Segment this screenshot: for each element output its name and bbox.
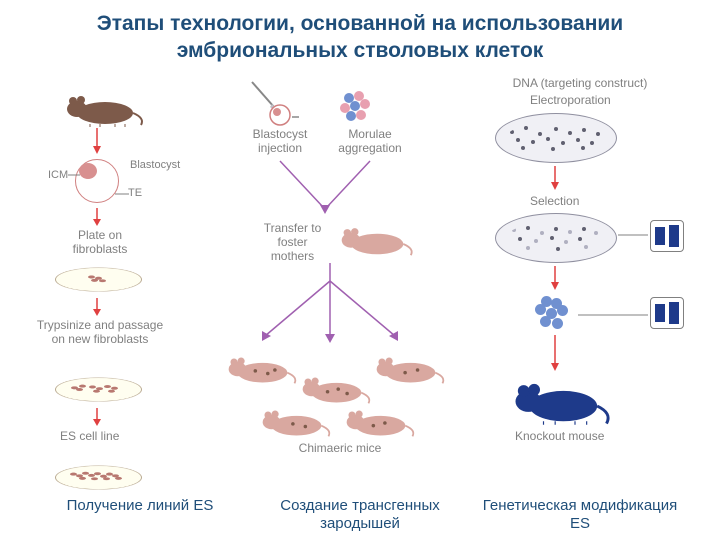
page-title: Этапы технологии, основанной на использо… <box>0 0 720 71</box>
chimaeric-mouse-3 <box>366 346 446 391</box>
knockout-mouse-label: Knockout mouse <box>515 429 604 443</box>
electro-dish-2 <box>495 213 617 263</box>
caption-column-2: Создание трансгенных зародышей <box>260 497 460 533</box>
electroporation-label: Electroporation <box>530 93 611 107</box>
selected-cluster <box>535 294 575 330</box>
arrow-red-3b <box>548 264 562 292</box>
blastocyst-label: Blastocyst <box>130 159 180 171</box>
blastocyst-diagram <box>75 159 119 203</box>
pipette-icon <box>244 79 299 132</box>
chimaeric-mouse-1 <box>218 346 298 391</box>
arrow-purple-merge <box>275 159 375 219</box>
electro-dish-1 <box>495 113 617 163</box>
arrow-red-3c <box>548 333 562 373</box>
dna-construct-label: DNA (targeting construct) <box>490 76 670 90</box>
trypsinize-label: Trypsinize and passage on new fibroblast… <box>35 318 165 346</box>
te-label: TE <box>128 187 142 199</box>
arrow-red-1a <box>90 126 104 156</box>
arrow-red-1c <box>90 296 104 318</box>
dish-2 <box>55 377 142 401</box>
chimaeric-mice-label: Chimaeric mice <box>290 441 390 455</box>
es-cell-line-label: ES cell line <box>60 429 119 443</box>
arrow-purple-split <box>250 261 410 351</box>
selection-label: Selection <box>530 194 579 208</box>
arrow-red-3a <box>548 164 562 192</box>
foster-mouse <box>330 216 415 263</box>
chimaeric-mouse-4 <box>252 399 332 444</box>
knockout-box-2 <box>650 297 684 329</box>
arrow-red-1d <box>90 406 104 428</box>
dish-1 <box>55 267 142 291</box>
blastocyst-injection-label: Blastocyst injection <box>245 127 315 155</box>
morulae-label: Morulae aggregation <box>330 127 410 155</box>
arrow-red-1b <box>90 206 104 228</box>
caption-column-3: Генетическая модификация ES <box>480 497 680 533</box>
caption-column-1: Получение линий ES <box>40 497 240 533</box>
transfer-foster-label: Transfer to foster mothers <box>255 221 330 263</box>
dish-3 <box>55 465 142 489</box>
caption-row: Получение линий ES Создание трансгенных … <box>0 491 720 539</box>
plate-fibroblasts-label: Plate on fibroblasts <box>50 228 150 256</box>
knockout-box-1 <box>650 220 684 252</box>
chimaeric-mouse-5 <box>336 399 416 444</box>
diagram-area: Blastocyst ICM TE Plate on fibroblasts T… <box>0 71 720 491</box>
icm-label: ICM <box>48 169 68 181</box>
knockout-mouse <box>505 371 610 431</box>
morulae-cluster <box>340 89 380 125</box>
